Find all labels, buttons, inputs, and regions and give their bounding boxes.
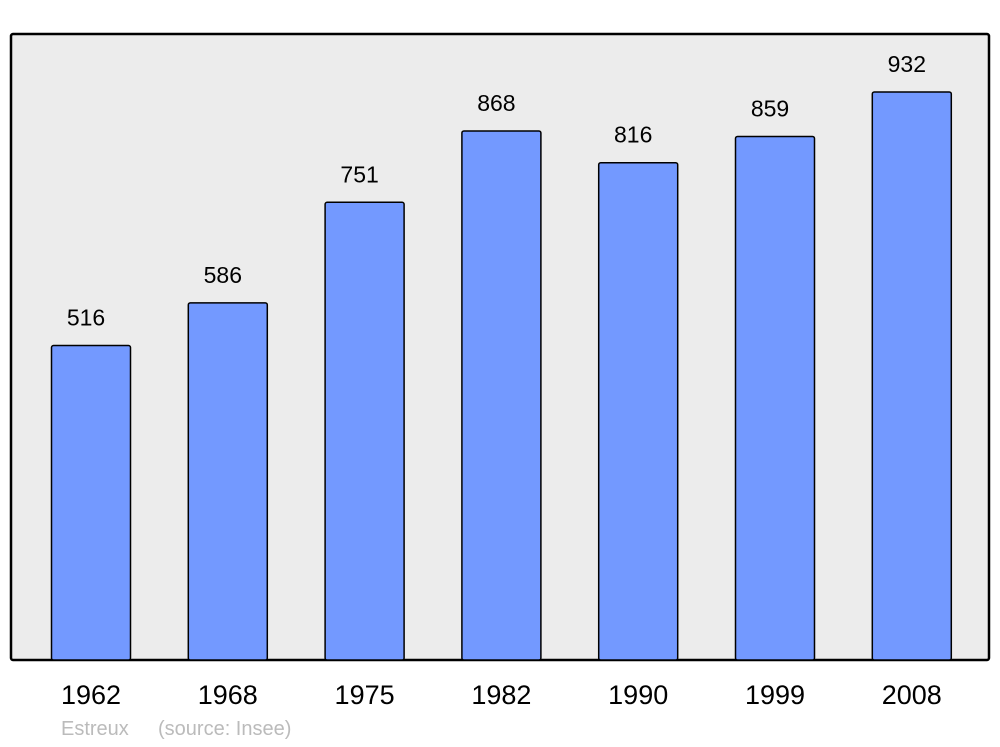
footer-source: (source: Insee) <box>158 718 292 740</box>
x-tick-label-1968: 1968 <box>198 680 258 710</box>
x-tick-label-2008: 2008 <box>882 680 942 710</box>
x-tick-label-1975: 1975 <box>335 680 395 710</box>
data-label-2008: 932 <box>888 51 926 77</box>
data-label-1982: 868 <box>477 90 515 116</box>
x-tick-label-1962: 1962 <box>61 680 121 710</box>
x-tick-label-1982: 1982 <box>471 680 531 710</box>
data-label-1968: 586 <box>204 262 242 288</box>
data-label-1990: 816 <box>614 122 652 148</box>
data-label-1975: 751 <box>340 161 378 187</box>
bar-1999 <box>734 135 816 661</box>
bar-1982 <box>461 130 542 661</box>
bar-2008 <box>871 91 953 661</box>
bar-1990 <box>597 161 679 661</box>
bar-1962 <box>50 344 132 661</box>
data-label-1962: 516 <box>67 305 105 331</box>
data-label-1999: 859 <box>751 95 789 121</box>
bar-1975 <box>324 201 405 661</box>
x-tick-label-1999: 1999 <box>745 680 805 710</box>
x-tick-label-1990: 1990 <box>608 680 668 710</box>
bar-1968 <box>187 302 269 661</box>
footer-place: Estreux <box>61 718 129 740</box>
